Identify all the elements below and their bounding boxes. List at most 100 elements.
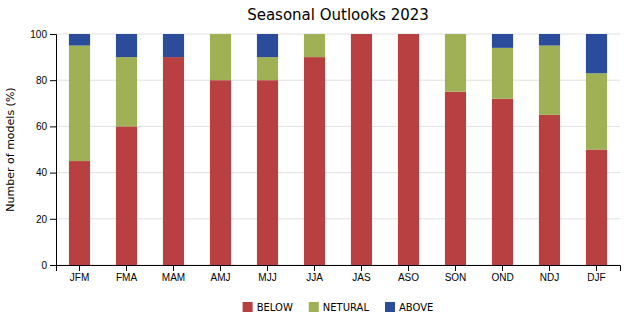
x-axis: JFMFMAMAMAMJMJJJJAJASASOSONONDNDJDJF bbox=[57, 265, 621, 283]
y-tick: 100 bbox=[30, 29, 56, 40]
x-tick-mark bbox=[173, 265, 174, 271]
x-tick-label: JJA bbox=[306, 272, 323, 283]
y-tick-mark bbox=[50, 219, 56, 220]
y-axis-line bbox=[50, 35, 57, 266]
bar bbox=[586, 73, 607, 149]
bar bbox=[304, 34, 325, 35]
x-tick-mark bbox=[408, 265, 409, 271]
bar bbox=[398, 34, 419, 35]
x-tick-label: JAS bbox=[352, 272, 371, 283]
x-tick: JFM bbox=[70, 265, 89, 283]
x-tick-mark bbox=[361, 265, 362, 271]
y-tick: 60 bbox=[36, 121, 56, 132]
x-tick-mark bbox=[596, 265, 597, 271]
x-tick: SON bbox=[445, 265, 467, 283]
y-tick: 80 bbox=[36, 75, 56, 86]
x-tick-label: AMJ bbox=[211, 272, 231, 283]
legend-item: ABOVE bbox=[385, 302, 433, 313]
bar bbox=[492, 99, 513, 265]
legend-item: BELOW bbox=[243, 302, 293, 313]
bar bbox=[445, 34, 466, 35]
grid-line bbox=[56, 80, 620, 81]
bar bbox=[69, 161, 90, 265]
bar bbox=[351, 34, 372, 35]
bar bbox=[69, 34, 90, 46]
x-tick: OND bbox=[491, 265, 513, 283]
x-tick: ASO bbox=[398, 265, 419, 283]
grid-line bbox=[56, 34, 620, 35]
y-axis: 0 20 40 60 80 100 bbox=[30, 29, 56, 271]
bar bbox=[116, 34, 137, 57]
bar bbox=[257, 80, 278, 265]
x-tick: JJA bbox=[306, 265, 323, 283]
x-axis-line bbox=[57, 266, 621, 272]
bar bbox=[586, 34, 607, 73]
x-tick-label: DJF bbox=[587, 272, 605, 283]
legend-swatch bbox=[385, 302, 395, 312]
bar bbox=[586, 150, 607, 266]
bar bbox=[163, 57, 184, 265]
bar bbox=[163, 34, 184, 57]
grid-line bbox=[56, 172, 620, 173]
chart: 020406080100JFMFMAMAMAMJMJJJJAJASASOSONO… bbox=[0, 0, 640, 321]
x-tick-mark bbox=[455, 265, 456, 271]
bar bbox=[539, 34, 560, 46]
legend-swatch bbox=[243, 302, 253, 312]
bar bbox=[210, 80, 231, 265]
y-tick-label: 60 bbox=[36, 121, 48, 132]
y-tick-label: 100 bbox=[30, 29, 47, 40]
bar bbox=[257, 57, 278, 80]
bar bbox=[445, 92, 466, 265]
bars bbox=[69, 34, 607, 265]
x-tick-label: NDJ bbox=[540, 272, 559, 283]
x-tick: FMA bbox=[116, 265, 137, 283]
y-tick-mark bbox=[50, 265, 56, 266]
title: Seasonal Outlooks 2023 bbox=[247, 6, 429, 24]
y-tick-label: 80 bbox=[36, 75, 48, 86]
legend-label: BELOW bbox=[257, 302, 293, 313]
x-tick-mark bbox=[220, 265, 221, 271]
bar bbox=[445, 34, 466, 92]
bar bbox=[492, 48, 513, 99]
y-tick-mark bbox=[50, 173, 56, 174]
bar bbox=[116, 126, 137, 265]
bar bbox=[351, 34, 372, 265]
bar bbox=[398, 34, 419, 35]
legend-swatch bbox=[309, 302, 319, 312]
x-tick-label: MJJ bbox=[258, 272, 276, 283]
bar bbox=[351, 34, 372, 35]
x-tick: AMJ bbox=[211, 265, 231, 283]
bar bbox=[492, 34, 513, 48]
bar bbox=[257, 34, 278, 57]
x-tick-mark bbox=[126, 265, 127, 271]
series bbox=[69, 34, 607, 73]
grid-line bbox=[56, 126, 620, 127]
plot: 020406080100JFMFMAMAMAMJMJJJJAJASASOSONO… bbox=[30, 29, 620, 283]
y-tick-mark bbox=[50, 34, 56, 35]
series bbox=[69, 34, 607, 161]
x-tick-label: JFM bbox=[70, 272, 89, 283]
x-tick-label: OND bbox=[491, 272, 513, 283]
y-tick: 40 bbox=[36, 167, 56, 178]
grid-line bbox=[56, 218, 620, 219]
y-tick-label: 20 bbox=[36, 214, 48, 225]
y-tick: 0 bbox=[41, 260, 56, 271]
x-tick: NDJ bbox=[540, 265, 559, 283]
bar bbox=[116, 57, 137, 126]
bar bbox=[539, 115, 560, 265]
bar bbox=[398, 34, 419, 265]
x-tick-mark bbox=[79, 265, 80, 271]
y-tick-mark bbox=[50, 80, 56, 81]
x-tick: MJJ bbox=[258, 265, 276, 283]
y-tick: 20 bbox=[36, 214, 56, 225]
legend-item: NETURAL bbox=[309, 302, 370, 313]
bar bbox=[210, 34, 231, 35]
series bbox=[69, 34, 607, 265]
legend-label: NETURAL bbox=[323, 302, 370, 313]
bar bbox=[539, 46, 560, 115]
x-tick-mark bbox=[267, 265, 268, 271]
x-tick-label: FMA bbox=[116, 272, 137, 283]
x-tick: DJF bbox=[587, 265, 605, 283]
bar bbox=[210, 34, 231, 80]
y-tick-label: 40 bbox=[36, 167, 48, 178]
